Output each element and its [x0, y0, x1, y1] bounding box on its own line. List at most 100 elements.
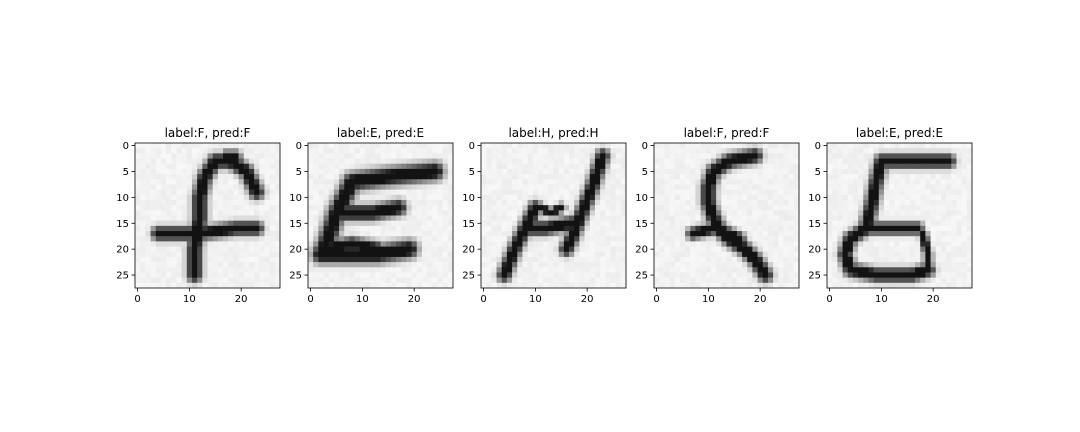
- image-cell: [171, 225, 177, 232]
- image-cell: [537, 262, 544, 268]
- image-cell: [600, 158, 606, 165]
- image-cell: [517, 246, 523, 253]
- image-cell: [176, 174, 182, 180]
- image-cell: [548, 256, 554, 263]
- image-cell: [778, 267, 784, 273]
- image-cell: [610, 225, 616, 232]
- image-cell: [951, 225, 957, 232]
- image-cell: [731, 143, 738, 149]
- image-cell: [899, 189, 906, 196]
- image-cell: [308, 231, 314, 237]
- image-cell: [868, 262, 874, 268]
- image-cell: [946, 251, 952, 258]
- image-cell: [615, 168, 622, 175]
- image-cell: [868, 215, 874, 222]
- image-cell: [537, 236, 544, 242]
- image-cell: [837, 272, 843, 278]
- image-cell: [166, 210, 172, 216]
- image-cell: [264, 251, 270, 258]
- image-cell: [569, 168, 575, 175]
- image-cell: [349, 220, 355, 227]
- image-cell: [747, 194, 753, 201]
- image-cell: [852, 220, 859, 227]
- image-cell: [223, 194, 229, 201]
- image-cell: [354, 262, 361, 268]
- image-cell: [181, 215, 188, 222]
- image-cell: [721, 168, 727, 175]
- image-cell: [731, 205, 738, 211]
- image-cell: [543, 225, 549, 232]
- image-cell: [726, 225, 733, 232]
- image-cell: [832, 189, 838, 196]
- image-cell: [212, 231, 219, 237]
- image-cell: [909, 179, 916, 185]
- image-cell: [669, 277, 676, 284]
- image-cell: [783, 236, 789, 242]
- image-cell: [935, 184, 942, 190]
- image-cell: [481, 199, 487, 206]
- image-cell: [904, 272, 911, 278]
- image-cell: [349, 262, 355, 268]
- image-cell: [140, 153, 146, 159]
- image-cell: [359, 251, 366, 258]
- image-cell: [308, 184, 314, 190]
- image-cell: [323, 246, 330, 253]
- image-cell: [873, 241, 880, 247]
- image-cell: [354, 256, 361, 263]
- image-cell: [396, 236, 402, 242]
- image-cell: [228, 210, 234, 216]
- image-cell: [842, 241, 849, 247]
- image-cell: [313, 153, 319, 159]
- image-cell: [773, 225, 779, 232]
- image-cell: [344, 143, 350, 149]
- image-cell: [752, 205, 758, 211]
- image-cell: [401, 179, 407, 185]
- y-tick-label: 5: [642, 167, 648, 178]
- image-cell: [140, 220, 146, 227]
- image-cell: [925, 158, 931, 165]
- image-cell: [700, 267, 707, 273]
- image-cell: [863, 184, 869, 190]
- image-cell: [736, 153, 743, 159]
- image-cell: [951, 220, 957, 227]
- image-cell: [181, 168, 188, 175]
- image-cell: [837, 194, 843, 201]
- image-cell: [532, 215, 539, 222]
- image-cell: [442, 215, 449, 222]
- image-cell: [135, 153, 141, 159]
- image-cell: [333, 241, 340, 247]
- image-cell: [615, 148, 622, 154]
- image-cell: [416, 267, 423, 273]
- image-cell: [878, 184, 885, 190]
- image-cell: [274, 262, 281, 268]
- image-cell: [354, 231, 361, 237]
- image-cell: [259, 194, 265, 201]
- image-cell: [349, 163, 355, 170]
- image-cell: [318, 184, 324, 190]
- image-cell: [695, 153, 701, 159]
- image-cell: [390, 184, 397, 190]
- subplot-title: label:F, pred:F: [165, 126, 251, 140]
- image-cell: [793, 282, 800, 289]
- image-cell: [695, 194, 701, 201]
- image-cell: [920, 241, 926, 247]
- image-cell: [716, 168, 722, 175]
- image-cell: [935, 256, 942, 263]
- image-cell: [274, 220, 281, 227]
- image-cell: [878, 220, 885, 227]
- image-cell: [396, 148, 402, 154]
- image-cell: [411, 256, 418, 263]
- image-cell: [442, 272, 449, 278]
- image-cell: [264, 272, 270, 278]
- image-cell: [659, 199, 665, 206]
- image-cell: [894, 231, 900, 237]
- image-cell: [832, 199, 838, 206]
- image-cell: [832, 277, 838, 284]
- image-cell: [909, 168, 916, 175]
- image-cell: [721, 231, 727, 237]
- image-cell: [605, 251, 611, 258]
- image-cell: [532, 158, 539, 165]
- image-cell: [832, 153, 838, 159]
- image-cell: [166, 225, 172, 232]
- image-cell: [140, 174, 146, 180]
